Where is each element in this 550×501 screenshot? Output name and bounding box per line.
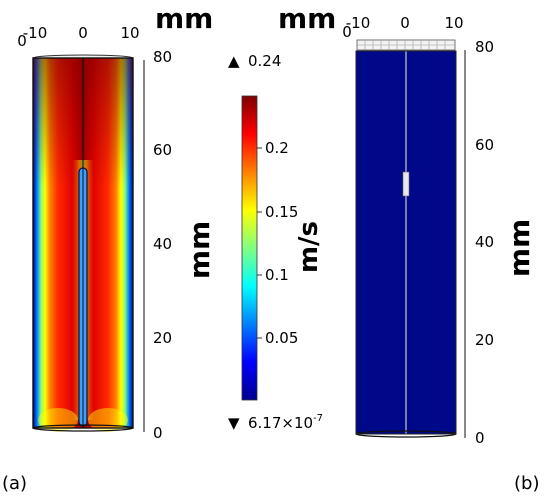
colorbar-min-label: 6.17×10-7 <box>248 413 323 432</box>
panel-a: mm -10 0 10 0 80 60 40 20 0 mm (a) <box>2 2 216 494</box>
panel-b-x-unit: mm <box>278 2 336 35</box>
panel-b: mm -10 0 10 0 80 60 40 20 0 mm (b) <box>278 2 539 494</box>
panel-a-x-tick: 10 <box>120 24 139 42</box>
colorbar-tick: 0.15 <box>265 203 298 221</box>
colorbar-gradient <box>241 95 258 401</box>
panel-a-y-tick: 80 <box>153 48 172 66</box>
panel-b-top-cap-grid <box>357 40 455 50</box>
panel-b-x-tick-extra: 0 <box>342 23 352 41</box>
panel-a-x-tick-extra: 0 <box>17 32 27 50</box>
panel-b-caption: (b) <box>514 473 539 494</box>
panel-a-y-tick: 60 <box>153 141 172 159</box>
colorbar-tick: 0.2 <box>265 139 289 157</box>
panel-b-y-tick: 20 <box>475 331 494 349</box>
panel-b-x-tick: 0 <box>400 14 410 32</box>
colorbar-tick: 0.1 <box>265 266 289 284</box>
panel-b-y-tick: 40 <box>475 233 494 251</box>
panel-b-y-label: mm <box>503 219 536 277</box>
panel-a-caption: (a) <box>2 473 27 494</box>
panel-a-bottom-cap <box>32 424 134 432</box>
colorbar-min-mantissa: 6.17×10 <box>248 414 313 432</box>
panel-a-x-tick: 0 <box>78 24 88 42</box>
panel-b-marker <box>402 171 410 197</box>
colorbar-max-label: 0.24 <box>248 52 281 70</box>
panel-b-x-tick: -10 <box>346 14 371 32</box>
panel-b-y-tick: 0 <box>475 429 485 447</box>
panel-a-y-tick: 40 <box>153 235 172 253</box>
colorbar-min-exponent: -7 <box>313 413 323 424</box>
panel-a-y-tick: 0 <box>153 424 163 442</box>
colorbar-max-marker: ▲ <box>228 52 240 70</box>
panel-a-y-tick: 20 <box>153 329 172 347</box>
panel-b-outline <box>355 50 457 435</box>
panel-a-y-label: mm <box>183 221 216 279</box>
panel-b-x-tick: 10 <box>444 14 463 32</box>
colorbar-min-marker: ▼ <box>228 414 240 432</box>
panel-b-y-tick: 80 <box>475 38 494 56</box>
colorbar-tick: 0.05 <box>265 329 298 347</box>
panel-a-outline <box>32 57 134 429</box>
panel-a-x-tick: -10 <box>23 24 48 42</box>
panel-a-x-unit: mm <box>155 2 213 35</box>
colorbar: ▲ 0.24 0.2 0.15 0.1 0.05 m/s ▼ 6.17×10-7 <box>228 52 324 432</box>
colorbar-unit: m/s <box>294 221 324 273</box>
panel-b-y-tick: 60 <box>475 136 494 154</box>
